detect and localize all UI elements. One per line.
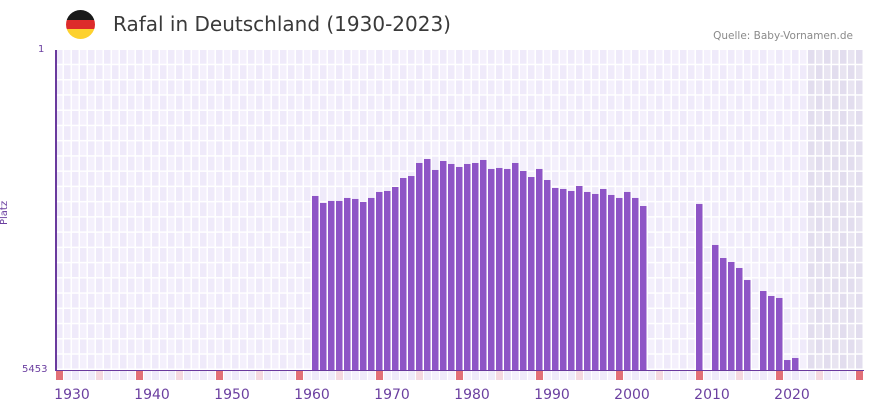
bar-1966[interactable]: 1966: 2590: [360, 201, 367, 370]
bar-1984[interactable]: 1984: 2028: [504, 168, 511, 370]
chart-title: Rafal in Deutschland (1930-2023): [113, 12, 451, 36]
bar-1975[interactable]: 1975: 2045: [432, 169, 439, 370]
bar-1962[interactable]: 1962: 2573: [328, 200, 335, 370]
bar-chart-plot: 1960: 24881961: 26071962: 25731963: 2573…: [56, 50, 863, 380]
bar-1969[interactable]: 1969: 2403: [384, 190, 391, 370]
bar-1999[interactable]: 1999: 2420: [624, 191, 631, 370]
bar-1996[interactable]: 1996: 2369: [600, 188, 607, 370]
x-tick-label: 2010: [694, 387, 730, 403]
x-tick-label: 1980: [454, 387, 490, 403]
bar-1977[interactable]: 1977: 1943: [448, 163, 455, 370]
bar-1960[interactable]: 1960: 2488: [312, 195, 319, 370]
bar-2011[interactable]: 2011: 3545: [720, 258, 727, 370]
bar-2019[interactable]: 2019: 5283: [784, 360, 791, 370]
x-tick-label: 1950: [214, 387, 250, 403]
x-tick-label: 1930: [54, 387, 90, 403]
bar-1998[interactable]: 1998: 2522: [616, 197, 623, 370]
bar-1968[interactable]: 1968: 2420: [376, 191, 383, 370]
source-link[interactable]: Quelle: Baby-Vornamen.de: [713, 30, 853, 42]
bar-1993[interactable]: 1993: 2318: [576, 185, 583, 370]
bar-1965[interactable]: 1965: 2539: [352, 198, 359, 370]
bar-1973[interactable]: 1973: 1926: [416, 162, 423, 370]
bar-2014[interactable]: 2014: 3920: [744, 280, 751, 370]
bar-1971[interactable]: 1971: 2182: [400, 178, 407, 370]
bar-2000[interactable]: 2000: 2522: [632, 197, 639, 370]
bar-1981[interactable]: 1981: 1875: [480, 159, 487, 370]
bar-1997[interactable]: 1997: 2471: [608, 194, 615, 370]
bar-2001[interactable]: 2001: 2659: [640, 206, 647, 370]
bar-2012[interactable]: 2012: 3613: [728, 262, 735, 370]
bar-1980[interactable]: 1980: 1926: [472, 162, 479, 370]
bar-1970[interactable]: 1970: 2335: [392, 186, 399, 370]
bar-1963[interactable]: 1963: 2573: [336, 200, 343, 370]
bar-1979[interactable]: 1979: 1943: [464, 163, 471, 370]
bar-1972[interactable]: 1972: 2148: [408, 176, 415, 370]
bar-2016[interactable]: 2016: 4107: [760, 290, 767, 370]
bar-1983[interactable]: 1983: 2011: [496, 167, 503, 370]
bar-1986[interactable]: 1986: 2062: [520, 170, 527, 370]
y-axis-line: [55, 50, 57, 371]
x-tick-label: 1940: [134, 387, 170, 403]
bar-1989[interactable]: 1989: 2216: [544, 180, 551, 370]
x-tick-label: 2000: [614, 387, 650, 403]
x-tick-label: 2020: [774, 387, 810, 403]
x-tick-label: 1960: [294, 387, 330, 403]
bar-2020[interactable]: 2020: 5249: [792, 358, 799, 370]
x-axis-line: [55, 369, 864, 371]
bar-1995[interactable]: 1995: 2454: [592, 193, 599, 370]
bar-1988[interactable]: 1988: 2028: [536, 168, 543, 370]
bar-1967[interactable]: 1967: 2522: [368, 197, 375, 370]
bar-2010[interactable]: 2010: 3323: [712, 244, 719, 370]
germany-flag-icon: [66, 10, 95, 39]
bar-1976[interactable]: 1976: 1892: [440, 160, 447, 370]
bar-1985[interactable]: 1985: 1926: [512, 162, 519, 370]
bar-1978[interactable]: 1978: 1994: [456, 166, 463, 370]
bar-1982[interactable]: 1982: 2028: [488, 168, 495, 370]
y-axis-bottom-label: 5453: [22, 364, 48, 375]
bar-2013[interactable]: 2013: 3715: [736, 267, 743, 370]
x-tick-label: 1970: [374, 387, 410, 403]
bar-1987[interactable]: 1987: 2165: [528, 177, 535, 370]
bar-2017[interactable]: 2017: 4192: [768, 295, 775, 370]
x-tick-label: 1990: [534, 387, 570, 403]
bar-1974[interactable]: 1974: 1858: [424, 158, 431, 370]
bar-1992[interactable]: 1992: 2403: [568, 190, 575, 370]
y-axis-title: Platz: [0, 200, 10, 225]
bar-1994[interactable]: 1994: 2420: [584, 191, 591, 370]
bar-1964[interactable]: 1964: 2522: [344, 197, 351, 370]
bar-1991[interactable]: 1991: 2369: [560, 188, 567, 370]
bar-1990[interactable]: 1990: 2352: [552, 187, 559, 370]
bar-1961[interactable]: 1961: 2607: [320, 202, 327, 370]
bar-2018[interactable]: 2018: 4226: [776, 297, 783, 370]
bar-2008[interactable]: 2008: 2625: [696, 204, 703, 370]
y-axis-top-label: 1: [38, 44, 45, 55]
